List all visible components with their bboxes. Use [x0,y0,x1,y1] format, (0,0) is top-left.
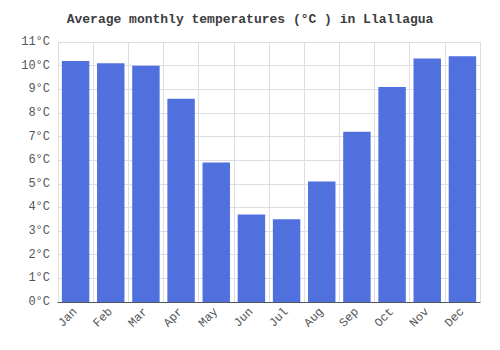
svg-text:0°C: 0°C [28,295,50,309]
svg-text:Jan: Jan [55,305,80,330]
svg-text:8°C: 8°C [28,106,50,120]
svg-text:Oct: Oct [372,305,397,330]
svg-text:May: May [196,305,221,330]
svg-text:Dec: Dec [442,305,467,330]
svg-text:Jun: Jun [231,305,256,330]
svg-text:Jul: Jul [266,305,291,330]
svg-text:3°C: 3°C [28,224,50,238]
svg-text:10°C: 10°C [21,59,50,73]
svg-text:6°C: 6°C [28,153,50,167]
svg-text:11°C: 11°C [21,35,50,49]
svg-text:Apr: Apr [161,305,186,330]
svg-text:5°C: 5°C [28,177,50,191]
svg-text:9°C: 9°C [28,82,50,96]
svg-text:Sep: Sep [337,305,362,330]
svg-text:2°C: 2°C [28,248,50,262]
svg-text:Average monthly temperatures (: Average monthly temperatures (°C ) in Ll… [67,12,434,27]
svg-text:4°C: 4°C [28,200,50,214]
svg-text:7°C: 7°C [28,130,50,144]
svg-text:Nov: Nov [407,305,432,330]
svg-text:Mar: Mar [126,305,151,330]
svg-text:Feb: Feb [91,305,116,330]
svg-text:Aug: Aug [302,305,327,330]
svg-text:1°C: 1°C [28,271,50,285]
